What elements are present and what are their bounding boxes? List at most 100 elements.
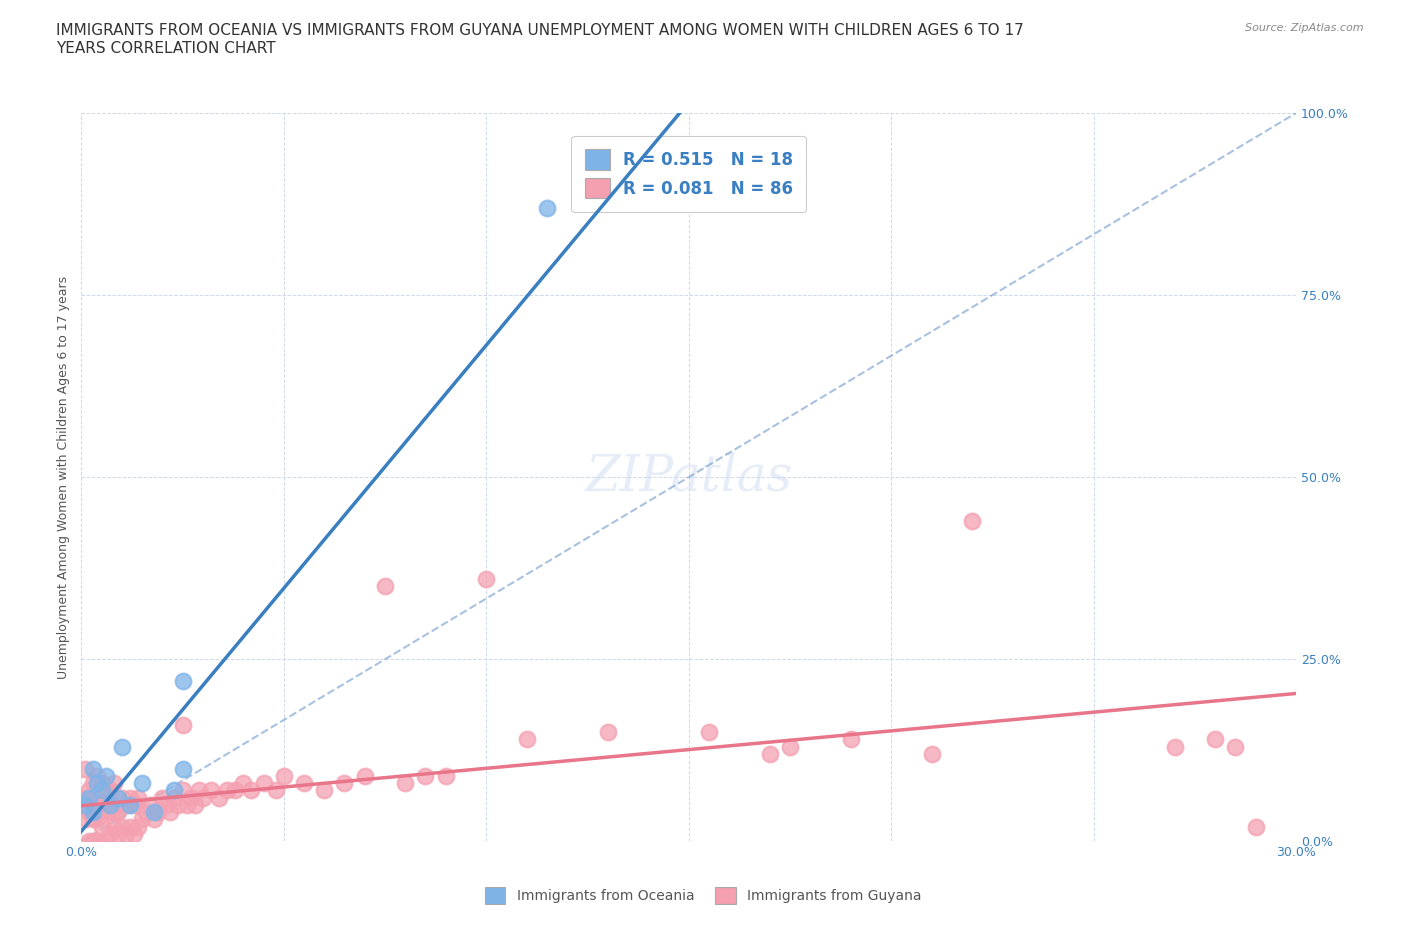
Point [94, 768, 117, 783]
Point [86, 776, 108, 790]
Point [264, 783, 287, 798]
Y-axis label: Unemployment Among Women with Children Ages 6 to 17 years: Unemployment Among Women with Children A… [58, 275, 70, 679]
Point [163, 783, 186, 798]
Point [167, 798, 190, 813]
Point [176, 798, 198, 813]
Point [103, 798, 125, 813]
Point [111, 790, 134, 805]
Point [839, 732, 862, 747]
Point [172, 673, 194, 688]
Point [82, 776, 104, 790]
Point [122, 827, 145, 842]
Point [172, 783, 194, 798]
Legend: R = 0.515   N = 18, R = 0.081   N = 86: R = 0.515 N = 18, R = 0.081 N = 86 [571, 136, 806, 211]
Point [921, 747, 943, 762]
Point [107, 827, 129, 842]
Point [155, 798, 177, 813]
Point [90, 776, 112, 790]
Point [596, 724, 619, 739]
Point [191, 790, 214, 805]
Point [90, 783, 112, 798]
Point [172, 761, 194, 776]
Point [314, 783, 336, 798]
Point [75, 812, 97, 827]
Text: Source: ZipAtlas.com: Source: ZipAtlas.com [1246, 23, 1364, 33]
Point [122, 798, 145, 813]
Point [75, 798, 97, 813]
Point [240, 783, 263, 798]
Point [536, 200, 558, 215]
Point [1225, 739, 1247, 754]
Point [1204, 732, 1226, 747]
Point [163, 790, 186, 805]
Point [86, 812, 108, 827]
Point [103, 804, 125, 819]
Point [94, 834, 117, 849]
Point [150, 790, 173, 805]
Point [118, 798, 141, 813]
Point [86, 790, 108, 805]
Point [180, 790, 202, 805]
Point [82, 804, 104, 819]
Point [1244, 819, 1267, 834]
Point [353, 768, 375, 783]
Point [82, 798, 104, 813]
Point [111, 739, 134, 754]
Point [434, 768, 457, 783]
Point [1163, 739, 1185, 754]
Point [107, 790, 129, 805]
Point [86, 834, 108, 849]
Point [252, 776, 274, 790]
Point [79, 790, 101, 805]
Point [758, 747, 780, 762]
Point [98, 783, 121, 798]
Point [292, 776, 315, 790]
Point [333, 776, 356, 790]
Point [75, 761, 97, 776]
Point [75, 790, 97, 805]
Point [200, 783, 222, 798]
Text: ZIPatlas: ZIPatlas [585, 452, 792, 502]
Point [183, 798, 205, 813]
Point [114, 798, 136, 813]
Point [127, 790, 149, 805]
Point [79, 783, 101, 798]
Point [118, 790, 141, 805]
Point [127, 819, 149, 834]
Point [475, 572, 498, 587]
Point [960, 513, 983, 528]
Point [79, 834, 101, 849]
Point [135, 804, 157, 819]
Legend: Immigrants from Oceania, Immigrants from Guyana: Immigrants from Oceania, Immigrants from… [479, 881, 927, 910]
Point [172, 717, 194, 732]
Point [103, 819, 125, 834]
Point [90, 798, 112, 813]
Point [79, 804, 101, 819]
Point [131, 812, 153, 827]
Point [148, 804, 170, 819]
Point [94, 804, 117, 819]
Point [159, 804, 181, 819]
Point [232, 776, 254, 790]
Point [374, 579, 396, 594]
Point [107, 804, 129, 819]
Point [98, 827, 121, 842]
Point [86, 768, 108, 783]
Point [114, 827, 136, 842]
Point [103, 776, 125, 790]
Point [208, 790, 231, 805]
Point [779, 739, 801, 754]
Point [394, 776, 416, 790]
Point [111, 819, 134, 834]
Point [82, 761, 104, 776]
Point [98, 804, 121, 819]
Point [94, 783, 117, 798]
Point [82, 834, 104, 849]
Point [118, 819, 141, 834]
Point [187, 783, 209, 798]
Text: IMMIGRANTS FROM OCEANIA VS IMMIGRANTS FROM GUYANA UNEMPLOYMENT AMONG WOMEN WITH : IMMIGRANTS FROM OCEANIA VS IMMIGRANTS FR… [56, 23, 1024, 56]
Point [98, 798, 121, 813]
Point [516, 732, 538, 747]
Point [143, 812, 166, 827]
Point [273, 768, 295, 783]
